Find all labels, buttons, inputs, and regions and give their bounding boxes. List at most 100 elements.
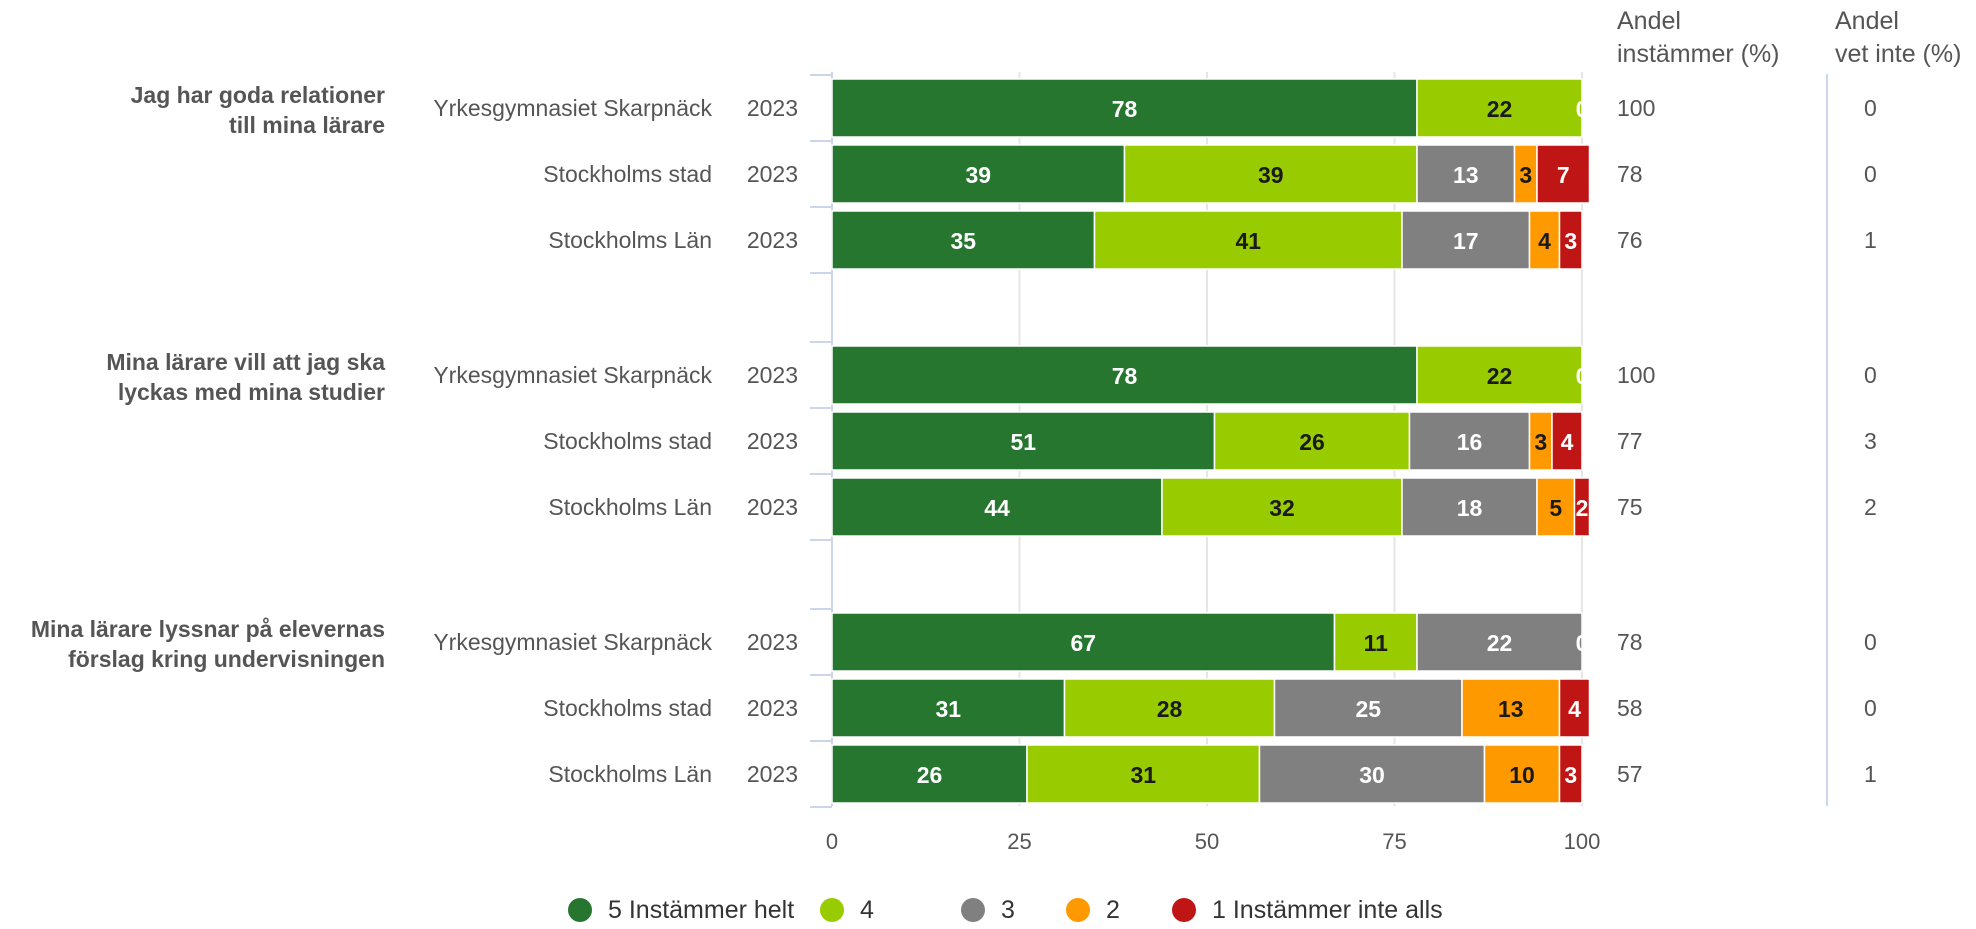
row-year: 2023 xyxy=(747,695,798,721)
bar-segment xyxy=(1558,744,1583,804)
data-label: 22 xyxy=(1487,630,1513,656)
row-label: Stockholms stad xyxy=(543,695,712,721)
andel-vet-inte-value: 0 xyxy=(1864,629,1877,655)
question-label: till mina lärare xyxy=(229,112,385,138)
data-label: 0 xyxy=(1576,363,1589,389)
data-label: 11 xyxy=(1364,630,1389,656)
bar-segment xyxy=(1416,78,1583,138)
data-label: 3 xyxy=(1564,228,1577,254)
row-year: 2023 xyxy=(747,761,798,787)
data-label: 31 xyxy=(1130,762,1156,788)
data-label: 3 xyxy=(1519,162,1532,188)
data-label: 26 xyxy=(917,762,943,788)
data-label: 32 xyxy=(1269,495,1295,521)
data-label: 13 xyxy=(1498,696,1524,722)
x-tick-label: 50 xyxy=(1195,829,1219,854)
data-label: 0 xyxy=(1576,630,1589,656)
andel-vet-inte-value: 1 xyxy=(1864,761,1877,787)
andel-instammer-value: 77 xyxy=(1617,428,1643,454)
data-label: 31 xyxy=(935,696,961,722)
andel-vet-inte-header: vet inte (%) xyxy=(1835,40,1961,68)
andel-instammer-value: 76 xyxy=(1617,227,1643,253)
andel-vet-inte-header: Andel xyxy=(1835,7,1899,35)
row-year: 2023 xyxy=(747,161,798,187)
bar-segment xyxy=(1063,678,1276,738)
x-tick-label: 0 xyxy=(826,829,838,854)
row-year: 2023 xyxy=(747,362,798,388)
row-label: Yrkesgymnasiet Skarpnäck xyxy=(433,362,712,388)
bar-segment xyxy=(831,477,1163,537)
andel-vet-inte-value: 1 xyxy=(1864,227,1877,253)
data-label: 3 xyxy=(1564,762,1577,788)
bar-segment xyxy=(831,612,1336,672)
data-label: 28 xyxy=(1157,696,1183,722)
bar-segment xyxy=(1408,411,1531,471)
bar-segment xyxy=(831,78,1418,138)
data-label: 30 xyxy=(1359,762,1385,788)
andel-instammer-value: 78 xyxy=(1617,161,1643,187)
bar-segment xyxy=(1573,477,1591,537)
andel-instammer-value: 58 xyxy=(1617,695,1643,721)
row-label: Yrkesgymnasiet Skarpnäck xyxy=(433,629,712,655)
andel-instammer-header: instämmer (%) xyxy=(1617,40,1780,68)
legend-label: 3 xyxy=(1001,896,1015,924)
legend-marker xyxy=(568,898,592,922)
legend-label: 5 Instämmer helt xyxy=(608,896,794,924)
data-label: 13 xyxy=(1453,162,1479,188)
bar-segment xyxy=(831,345,1418,405)
andel-instammer-value: 57 xyxy=(1617,761,1643,787)
andel-vet-inte-value: 0 xyxy=(1864,95,1877,121)
data-label: 0 xyxy=(1576,96,1589,122)
x-tick-label: 25 xyxy=(1007,829,1031,854)
bar-segment xyxy=(1483,744,1561,804)
bar-segment xyxy=(1026,744,1261,804)
bar-segment xyxy=(831,744,1028,804)
question-label: Mina lärare vill att jag ska xyxy=(106,349,385,375)
data-label: 17 xyxy=(1453,228,1479,254)
bar-segment xyxy=(1536,477,1576,537)
x-tick-label: 100 xyxy=(1564,829,1601,854)
data-label: 78 xyxy=(1112,96,1138,122)
data-label: 35 xyxy=(950,228,976,254)
bar-segment xyxy=(831,411,1216,471)
andel-instammer-header: Andel xyxy=(1617,7,1681,35)
row-year: 2023 xyxy=(747,629,798,655)
bar-segment xyxy=(1401,210,1531,270)
data-label: 26 xyxy=(1299,429,1325,455)
data-label: 39 xyxy=(965,162,991,188)
andel-vet-inte-value: 0 xyxy=(1864,695,1877,721)
legend-marker xyxy=(1172,898,1196,922)
data-label: 67 xyxy=(1070,630,1096,656)
data-label: 4 xyxy=(1538,228,1551,254)
data-label: 16 xyxy=(1457,429,1483,455)
bar-segment xyxy=(1161,477,1403,537)
data-label: 5 xyxy=(1549,495,1562,521)
bar-segment xyxy=(1416,612,1583,672)
data-label: 51 xyxy=(1010,429,1036,455)
bar-segment xyxy=(1258,744,1486,804)
data-label: 18 xyxy=(1457,495,1483,521)
andel-vet-inte-value: 0 xyxy=(1864,161,1877,187)
row-year: 2023 xyxy=(747,494,798,520)
data-label: 25 xyxy=(1355,696,1381,722)
question-label: Jag har goda relationer xyxy=(131,82,385,108)
question-label: förslag kring undervisningen xyxy=(68,646,385,672)
legend-marker xyxy=(961,898,985,922)
data-label: 39 xyxy=(1258,162,1284,188)
question-label: lyckas med mina studier xyxy=(118,379,385,405)
data-label: 78 xyxy=(1112,363,1138,389)
row-label: Stockholms Län xyxy=(548,494,712,520)
legend-label: 2 xyxy=(1106,896,1120,924)
legend-marker xyxy=(820,898,844,922)
data-label: 22 xyxy=(1487,96,1513,122)
data-label: 10 xyxy=(1509,762,1535,788)
data-label: 3 xyxy=(1534,429,1547,455)
row-label: Yrkesgymnasiet Skarpnäck xyxy=(433,95,712,121)
andel-instammer-value: 100 xyxy=(1617,362,1655,388)
bar-segment xyxy=(1093,210,1403,270)
bar-segment xyxy=(1558,678,1591,738)
bar-segment xyxy=(1558,210,1583,270)
data-label: 41 xyxy=(1235,228,1261,254)
